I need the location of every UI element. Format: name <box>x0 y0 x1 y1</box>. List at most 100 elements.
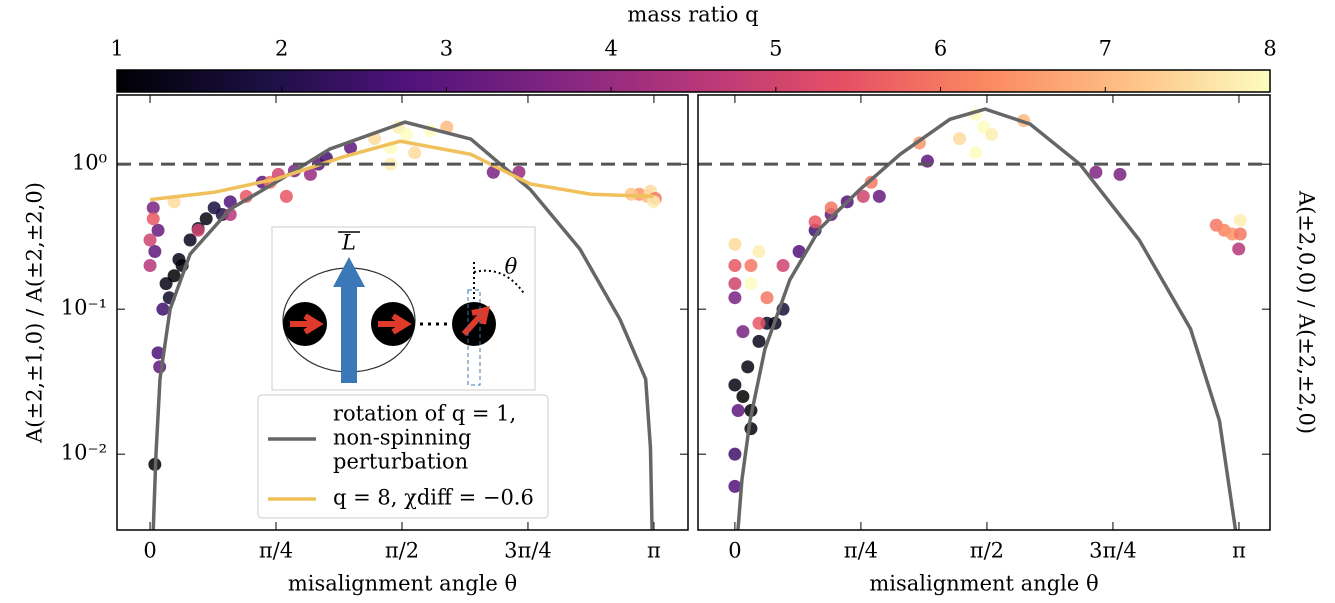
scatter-point <box>856 189 870 203</box>
scatter-point <box>953 132 967 146</box>
legend-label: rotation of q = 1, <box>333 402 516 426</box>
scatter-point <box>752 316 766 330</box>
scatter-point <box>760 291 774 305</box>
scatter-point <box>1113 167 1127 181</box>
y-axis-label: A(±2,±1,0) / A(±2,±2,0) <box>23 182 47 444</box>
x-tick-label: 3π/4 <box>504 539 552 563</box>
scatter-point <box>736 389 750 403</box>
colorbar-tick-label: 3 <box>440 37 453 61</box>
scatter-point <box>1233 227 1247 241</box>
model-curve <box>736 107 1238 530</box>
colorbar-label: mass ratio q <box>627 3 758 27</box>
y-tick-label: 10⁰ <box>72 151 107 175</box>
y-tick-label: 10⁻¹ <box>61 296 107 320</box>
x-axis-label: misalignment angle θ <box>288 572 517 596</box>
plot-frame <box>116 94 689 531</box>
scatter-point <box>1232 242 1246 256</box>
L-arrow-head <box>333 257 365 287</box>
x-tick-label: π <box>647 539 661 563</box>
scatter-point <box>728 479 742 493</box>
colorbar-tick-label: 4 <box>604 37 617 61</box>
scatter-point <box>736 325 750 339</box>
scatter-point <box>183 233 197 247</box>
x-tick-label: π <box>1232 539 1246 563</box>
scatter-point <box>400 128 414 142</box>
scatter-point <box>199 212 213 226</box>
scatter-point <box>728 447 742 461</box>
scatter-point <box>167 269 181 283</box>
L-arrow <box>341 285 357 383</box>
scatter-point <box>303 167 317 181</box>
plot-area <box>143 120 662 530</box>
colorbar-tick-label: 1 <box>110 37 123 61</box>
x-tick-label: 0 <box>728 539 741 563</box>
scatter-point <box>741 360 755 374</box>
x-tick-label: π/2 <box>385 539 419 563</box>
x-tick-label: π/2 <box>970 539 1004 563</box>
scatter-point <box>159 277 173 291</box>
panel: 0 π/4 π/2 3π/4 π misalignment angle θ A(±2,0,0… <box>697 94 1319 596</box>
y-axis-label: A(±2,0,0) / A(±2,±2,0) <box>1295 190 1319 434</box>
legend-label: q = 8, χdiff = −0.6 <box>333 486 534 510</box>
scatter-point <box>143 259 157 273</box>
model-curve <box>149 139 654 202</box>
L-label: L <box>341 231 356 255</box>
scatter-point <box>728 237 742 251</box>
scatter-point <box>146 201 160 215</box>
spin-arrow <box>290 313 324 335</box>
scatter-point <box>752 244 766 258</box>
scatter-point <box>744 259 758 273</box>
scatter-point <box>223 195 237 209</box>
legend-box <box>257 394 549 519</box>
x-tick-label: π/4 <box>259 539 293 563</box>
ghost-L <box>467 289 481 386</box>
scatter-point <box>151 346 165 360</box>
scatter-point <box>146 212 160 226</box>
legend-label: perturbation <box>333 450 468 474</box>
scatter-point <box>776 259 790 273</box>
x-tick-label: π/4 <box>844 539 878 563</box>
scatter-point <box>148 244 162 258</box>
scatter-point <box>151 223 165 237</box>
scatter-point <box>872 189 886 203</box>
x-axis-label: misalignment angle θ <box>869 572 1098 596</box>
model-curve <box>151 120 654 530</box>
theta-arc <box>473 269 526 296</box>
scatter-point <box>728 277 742 291</box>
theta-label: θ <box>505 255 518 279</box>
scatter-point <box>647 195 661 209</box>
panel: 10⁻² 10⁻¹ 10⁰ 0 π/4 π/2 3π/4 π misalignment angl… <box>23 94 689 596</box>
colorbar-tick-label: 6 <box>934 37 947 61</box>
scatter-point <box>728 259 742 273</box>
scatter-point <box>752 334 766 348</box>
scatter-point <box>408 146 422 160</box>
y-tick-label: 10⁻² <box>61 441 107 465</box>
plot-frame <box>697 94 1271 531</box>
scatter-point <box>728 378 742 392</box>
legend-label: non-spinning <box>333 426 471 450</box>
scatter-point <box>808 215 822 229</box>
scatter-point <box>1089 165 1103 179</box>
scatter-point <box>191 223 205 237</box>
colorbar-tick-label: 5 <box>769 37 782 61</box>
spin-arrow <box>378 313 412 335</box>
scatter-point <box>1233 213 1247 227</box>
plot-area <box>728 107 1247 530</box>
scatter-point <box>731 404 745 418</box>
colorbar <box>116 69 1271 93</box>
scatter-point <box>279 189 293 203</box>
scatter-point <box>728 291 742 305</box>
scatter-point <box>744 277 758 291</box>
scatter-point <box>969 146 983 160</box>
inset-diagram: L θ <box>271 226 536 391</box>
colorbar-tick-label: 7 <box>1099 37 1112 61</box>
scatter-point <box>143 233 157 247</box>
x-tick-label: 0 <box>143 539 156 563</box>
scatter-point <box>985 128 999 142</box>
colorbar-tick-label: 8 <box>1263 37 1276 61</box>
spin-arrow <box>461 306 490 337</box>
scatter-point <box>156 302 170 316</box>
colorbar-tick-label: 2 <box>275 37 288 61</box>
scatter-point <box>824 201 838 215</box>
